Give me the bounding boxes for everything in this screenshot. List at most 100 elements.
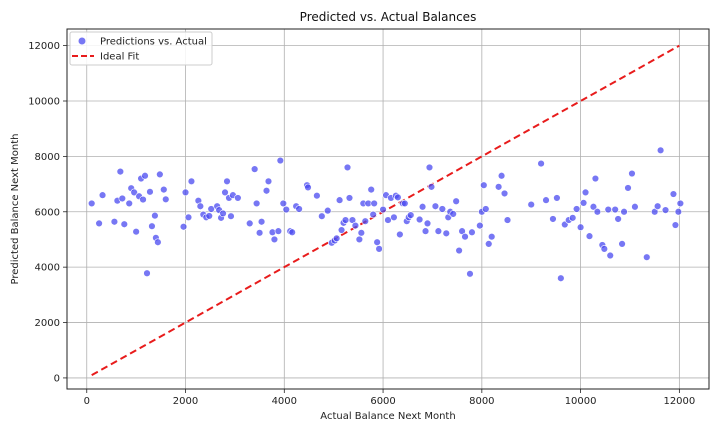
scatter-point: [332, 234, 341, 243]
scatter-point: [425, 163, 434, 172]
scatter-point: [156, 170, 164, 179]
scatter-point: [207, 205, 215, 213]
scatter-point: [95, 219, 103, 228]
scatter-point: [643, 253, 651, 261]
x-tick-label: 4000: [272, 396, 297, 407]
scatter-point: [384, 216, 392, 224]
scatter-point: [196, 202, 205, 210]
legend-label-predictions: Predictions vs. Actual: [100, 37, 207, 48]
scatter-point: [324, 206, 332, 215]
scatter-point: [369, 210, 377, 219]
scatter-point: [480, 181, 488, 189]
scatter-point: [120, 220, 128, 228]
scatter-point: [452, 197, 460, 205]
scatter-point: [262, 187, 271, 195]
scatter-point: [98, 191, 107, 199]
x-tick-label: 0: [84, 396, 90, 407]
scatter-point: [497, 172, 506, 180]
scatter-point: [246, 219, 254, 228]
scatter-point: [442, 229, 450, 238]
scatter-point: [542, 196, 550, 204]
scatter-point: [455, 246, 463, 255]
scatter-point: [146, 188, 154, 196]
scatter-point: [345, 194, 354, 202]
scatter-point: [87, 199, 96, 208]
scatter-point: [527, 200, 535, 209]
scatter-point: [148, 222, 156, 230]
y-tick-label: 10000: [28, 97, 60, 108]
scatter-point: [591, 174, 600, 183]
scatter-point: [162, 195, 170, 204]
scatter-point: [401, 199, 409, 208]
scatter-point: [618, 240, 626, 248]
scatter-point: [337, 226, 346, 234]
scatter-point: [179, 223, 188, 231]
scatter-point: [304, 183, 312, 192]
scatter-point: [503, 216, 512, 224]
scatter-point: [500, 189, 509, 198]
scatter-point: [421, 227, 430, 235]
legend-label-ideal-fit: Ideal Fit: [100, 52, 139, 63]
scatter-points: [87, 146, 685, 282]
scatter-point: [370, 199, 378, 208]
scatter-point: [187, 177, 196, 186]
scatter-point: [576, 223, 585, 231]
scatter-point: [341, 216, 350, 224]
scatter-point: [219, 209, 227, 218]
scatter-point: [557, 274, 565, 282]
scatter-point: [606, 251, 614, 260]
scatter-point: [141, 172, 149, 180]
scatter-point: [553, 194, 561, 202]
scatter-point: [415, 215, 424, 224]
scatter-point: [431, 202, 440, 210]
scatter-point: [494, 183, 503, 191]
scatter-point: [139, 195, 147, 204]
scatter-point: [268, 228, 277, 236]
scatter-point: [568, 214, 577, 222]
scatter-point: [461, 232, 469, 241]
scatter-point: [357, 229, 366, 237]
scatter-point: [485, 240, 493, 248]
y-tick-label: 0: [54, 373, 60, 384]
scatter-point: [671, 221, 680, 229]
scatter-point: [270, 235, 279, 244]
x-tick-label: 2000: [173, 396, 198, 407]
scatter-point: [335, 196, 344, 204]
x-axis-title: Actual Balance Next Month: [320, 411, 455, 422]
scatter-point: [279, 199, 288, 208]
scatter-point: [396, 230, 404, 239]
scatter-point: [653, 202, 662, 210]
scatter-point: [449, 210, 457, 218]
scatter-point: [466, 270, 474, 278]
scatter-point: [143, 269, 151, 277]
scatter-point: [221, 188, 229, 197]
scatter-point: [295, 205, 303, 213]
scatter-point: [184, 213, 193, 222]
scatter-point: [276, 156, 285, 165]
scatter-point: [427, 183, 436, 191]
scatter-point: [656, 146, 665, 154]
scatter-point: [676, 199, 685, 208]
scatter-point: [482, 205, 490, 213]
y-tick-label: 12000: [28, 41, 60, 52]
scatter-point: [361, 217, 369, 225]
axis-ticks: 0 2000 4000 6000 8000 10000 12000 0 2000 4000 6000…: [28, 41, 695, 407]
y-tick-label: 4000: [35, 263, 60, 274]
scatter-point: [589, 203, 598, 211]
scatter-point: [600, 245, 609, 253]
scatter-point: [234, 194, 242, 202]
scatter-point: [434, 227, 443, 235]
scatter-point: [379, 205, 387, 214]
scatter-point: [318, 212, 326, 220]
scatter-point: [631, 203, 639, 211]
scatter-point: [160, 185, 168, 194]
scatter-point: [611, 205, 619, 214]
scatter-point: [223, 177, 231, 186]
scatter-point: [624, 184, 632, 192]
scatter-point: [116, 167, 125, 176]
scatter-point: [661, 206, 670, 214]
scatter-point: [407, 211, 415, 219]
scatter-point: [628, 169, 636, 178]
scatter-point: [373, 238, 381, 246]
scatter-point: [227, 212, 235, 220]
